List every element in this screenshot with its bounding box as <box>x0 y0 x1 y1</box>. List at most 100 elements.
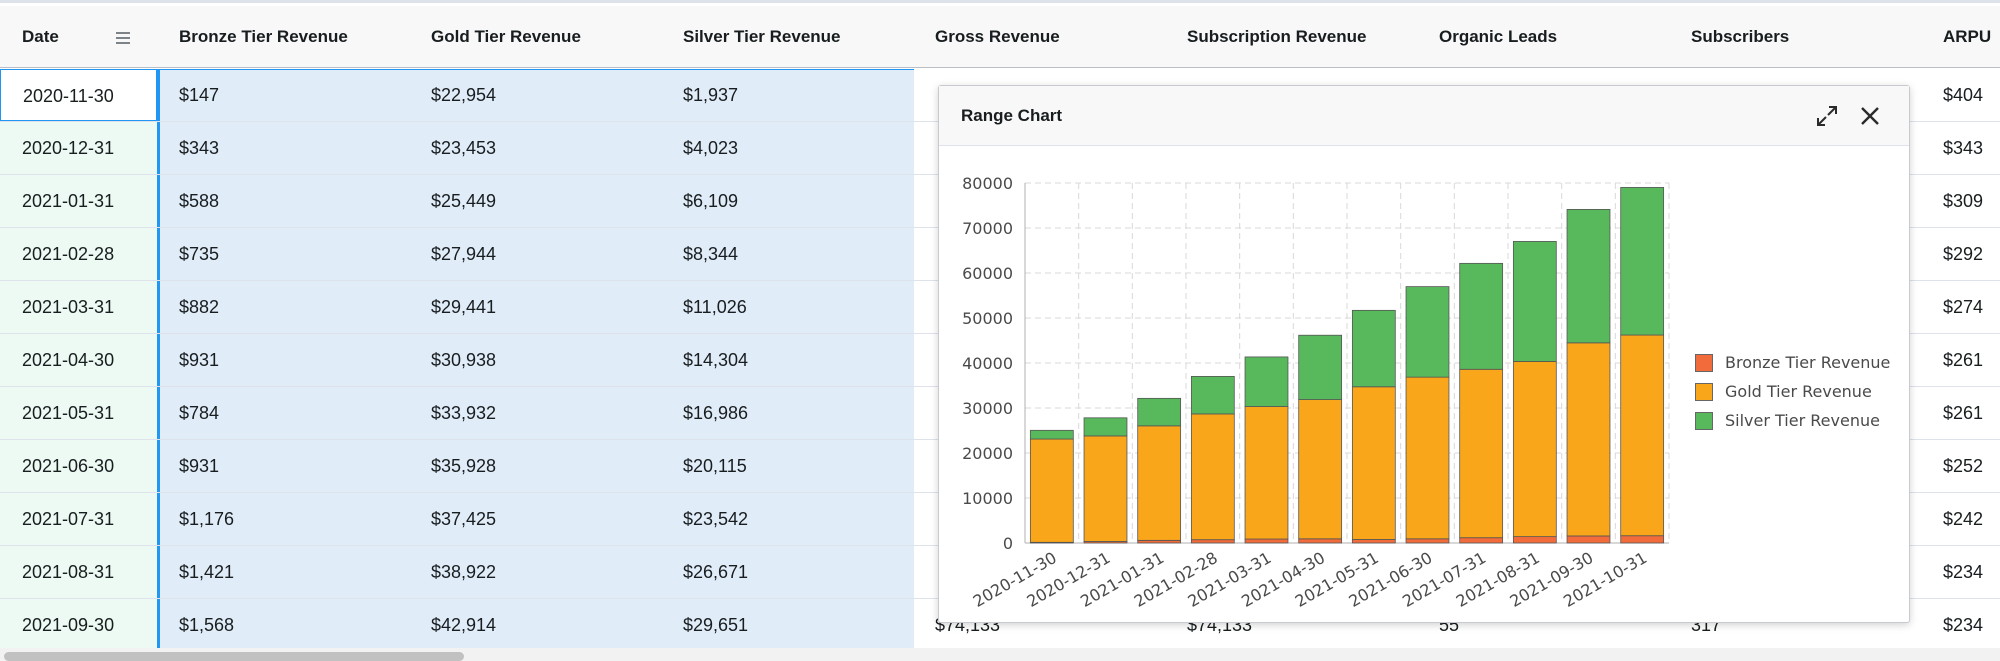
table-row[interactable]: 2021-04-30 $931 $30,938 $14,304 $261 <box>0 334 2000 387</box>
cell-silver-revenue[interactable]: $1,937 <box>683 85 739 105</box>
cell-gold-revenue[interactable]: $22,954 <box>431 85 497 105</box>
selected-range[interactable] <box>157 122 914 174</box>
table-row[interactable]: 2020-11-30 $147 $22,954 $1,937 $404 <box>0 69 2000 122</box>
horizontal-scrollbar[interactable] <box>0 648 2000 661</box>
cell-arpu[interactable]: $404 <box>1943 85 1984 105</box>
cell-date[interactable]: 2021-09-30 <box>0 599 157 651</box>
column-header-date[interactable]: Date <box>22 27 59 46</box>
cell-silver-revenue[interactable]: $8,344 <box>683 244 739 264</box>
cell-bronze-revenue[interactable]: $784 <box>179 403 220 423</box>
table-row[interactable]: 2021-07-31 $1,176 $37,425 $23,542 $242 <box>0 493 2000 546</box>
cell-bronze-revenue[interactable]: $1,568 <box>179 615 235 635</box>
bar-bronze-tier-revenue <box>1298 538 1343 544</box>
cell-gold-revenue[interactable]: $33,932 <box>431 403 497 423</box>
cell-silver-revenue[interactable]: $23,542 <box>683 509 749 529</box>
cell-gold-revenue[interactable]: $38,922 <box>431 562 497 582</box>
cell-arpu[interactable]: $292 <box>1943 244 1984 264</box>
cell-gold-revenue[interactable]: $27,944 <box>431 244 497 264</box>
selected-range[interactable] <box>157 546 914 598</box>
cell-silver-revenue[interactable]: $4,023 <box>683 138 739 158</box>
cell-arpu[interactable]: $234 <box>1943 562 1984 582</box>
cell-bronze-revenue[interactable]: $147 <box>179 85 220 105</box>
cell-silver-revenue[interactable]: $26,671 <box>683 562 749 582</box>
cell-bronze-revenue[interactable]: $931 <box>179 456 220 476</box>
cell-arpu[interactable]: $261 <box>1943 350 1984 370</box>
cell-silver-revenue[interactable]: $6,109 <box>683 191 739 211</box>
selected-range[interactable] <box>157 493 914 545</box>
cell-gold-revenue[interactable]: $35,928 <box>431 456 497 476</box>
cell-gold-revenue[interactable]: $23,453 <box>431 138 497 158</box>
expand-icon[interactable] <box>1813 102 1841 130</box>
cell-date[interactable]: 2021-08-31 <box>0 546 157 598</box>
column-header-gross[interactable]: Gross Revenue <box>935 27 1060 46</box>
selected-range[interactable] <box>157 228 914 280</box>
cell-silver-revenue[interactable]: $20,115 <box>683 456 747 476</box>
selected-range[interactable] <box>157 440 914 492</box>
cell-bronze-revenue[interactable]: $588 <box>179 191 220 211</box>
bar-silver-tier-revenue <box>1405 286 1450 378</box>
cell-arpu[interactable]: $252 <box>1943 456 1984 476</box>
table-row[interactable]: 2021-03-31 $882 $29,441 $11,026 $274 <box>0 281 2000 334</box>
cell-date[interactable]: 2021-01-31 <box>0 175 157 227</box>
cell-bronze-revenue[interactable]: $735 <box>179 244 220 264</box>
selected-range[interactable] <box>157 599 914 651</box>
column-header-subscribers[interactable]: Subscribers <box>1691 27 1790 46</box>
cell-gold-revenue[interactable]: $30,938 <box>431 350 497 370</box>
cell-gold-revenue[interactable]: $29,441 <box>431 297 497 317</box>
cell-date[interactable]: 2021-07-31 <box>0 493 157 545</box>
cell-bronze-revenue[interactable]: $343 <box>179 138 220 158</box>
cell-date[interactable]: 2021-06-30 <box>0 440 157 492</box>
cell-date[interactable]: 2020-11-30 <box>0 69 157 121</box>
selected-range[interactable] <box>157 69 914 121</box>
column-header-subscription[interactable]: Subscription Revenue <box>1187 27 1367 46</box>
horizontal-scrollbar-thumb[interactable] <box>4 652 464 661</box>
cell-gold-revenue[interactable]: $42,914 <box>431 615 497 635</box>
cell-gold-revenue[interactable]: $25,449 <box>431 191 497 211</box>
table-row[interactable]: 2021-02-28 $735 $27,944 $8,344 $292 <box>0 228 2000 281</box>
cell-date[interactable]: 2021-02-28 <box>0 228 157 280</box>
table-row[interactable]: 2021-05-31 $784 $33,932 $16,986 $261 <box>0 387 2000 440</box>
legend-swatch <box>1695 383 1713 401</box>
column-header-bronze[interactable]: Bronze Tier Revenue <box>179 27 348 46</box>
cell-arpu[interactable]: $234 <box>1943 615 1984 635</box>
bar-silver-tier-revenue <box>1298 334 1343 400</box>
cell-date[interactable]: 2021-03-31 <box>0 281 157 333</box>
column-header-gold[interactable]: Gold Tier Revenue <box>431 27 581 46</box>
bar-bronze-tier-revenue <box>1512 536 1557 544</box>
selected-range[interactable] <box>157 175 914 227</box>
cell-arpu[interactable]: $261 <box>1943 403 1984 423</box>
cell-bronze-revenue[interactable]: $882 <box>179 297 220 317</box>
column-menu-icon[interactable] <box>116 32 130 44</box>
column-header-silver[interactable]: Silver Tier Revenue <box>683 27 841 46</box>
y-tick-label: 70000 <box>962 219 1013 238</box>
cell-silver-revenue[interactable]: $14,304 <box>683 350 749 370</box>
cell-silver-revenue[interactable]: $16,986 <box>683 403 749 423</box>
cell-arpu[interactable]: $242 <box>1943 509 1984 529</box>
table-row[interactable]: 2021-06-30 $931 $35,928 $20,115 $252 <box>0 440 2000 493</box>
cell-silver-revenue[interactable]: $11,026 <box>683 297 747 317</box>
bar-gold-tier-revenue <box>1083 435 1128 542</box>
cell-date[interactable]: 2021-05-31 <box>0 387 157 439</box>
cell-arpu[interactable]: $309 <box>1943 191 1984 211</box>
cell-arpu[interactable]: $274 <box>1943 297 1984 317</box>
column-header-arpu[interactable]: ARPU <box>1943 27 1992 46</box>
cell-silver-revenue[interactable]: $29,651 <box>683 615 749 635</box>
bar-silver-tier-revenue <box>1137 397 1182 427</box>
cell-arpu[interactable]: $343 <box>1943 138 1984 158</box>
cell-bronze-revenue[interactable]: $1,176 <box>179 509 235 529</box>
close-icon[interactable] <box>1856 102 1884 130</box>
cell-bronze-revenue[interactable]: $1,421 <box>179 562 235 582</box>
cell-gold-revenue[interactable]: $37,425 <box>431 509 497 529</box>
table-row[interactable]: 2021-01-31 $588 $25,449 $6,109 $309 <box>0 175 2000 228</box>
selected-range[interactable] <box>157 281 914 333</box>
cell-date[interactable]: 2020-12-31 <box>0 122 157 174</box>
bar-bronze-tier-revenue <box>1566 535 1611 544</box>
cell-bronze-revenue[interactable]: $931 <box>179 350 220 370</box>
table-row[interactable]: 2021-09-30 $1,568 $42,914 $29,651 $74,133 $74… <box>0 599 2000 652</box>
bar-bronze-tier-revenue <box>1405 538 1450 544</box>
cell-date[interactable]: 2021-04-30 <box>0 334 157 386</box>
selected-range[interactable] <box>157 387 914 439</box>
column-header-organic[interactable]: Organic Leads <box>1439 27 1558 46</box>
selected-range[interactable] <box>157 334 914 386</box>
bar-silver-tier-revenue <box>1029 429 1074 440</box>
